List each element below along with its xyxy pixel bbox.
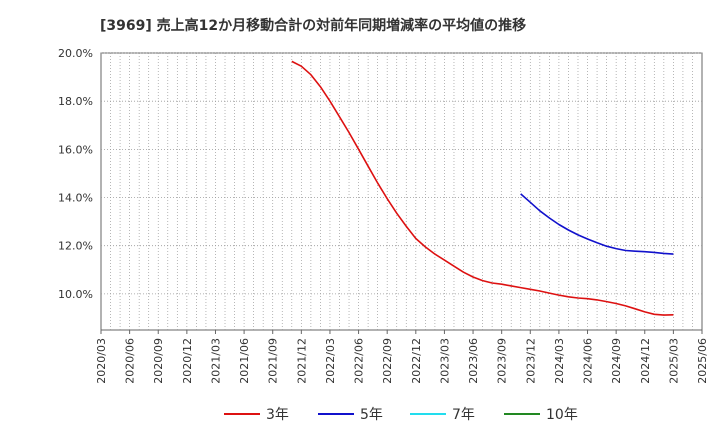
x-tick-label: 2021/12	[295, 338, 308, 384]
x-tick-label: 2020/09	[152, 338, 165, 384]
plot-area	[100, 52, 703, 331]
x-tick-label: 2022/06	[353, 338, 366, 384]
x-tick-label: 2023/09	[496, 338, 509, 384]
series-line-5年	[520, 193, 674, 255]
y-tick-label: 10.0%	[58, 288, 93, 301]
x-tick-label: 2023/03	[438, 338, 451, 384]
chart-title: [3969] 売上高12か月移動合計の対前年同期増減率の平均値の推移	[100, 17, 526, 34]
legend-label: 10年	[546, 407, 578, 423]
x-tick-label: 2023/12	[524, 338, 537, 384]
y-axis-ticks: 20.0% 18.0% 16.0% 14.0% 12.0% 10.0%	[58, 47, 93, 301]
x-tick-label: 2022/12	[410, 338, 423, 384]
grid-lines	[101, 52, 702, 330]
x-tick-label: 2022/03	[324, 338, 337, 384]
x-tick-label: 2020/06	[124, 338, 137, 384]
x-tick-label: 2021/09	[267, 338, 280, 384]
y-tick-label: 20.0%	[58, 47, 93, 60]
x-tick-label: 2024/12	[639, 338, 652, 384]
legend-label: 3年	[266, 407, 289, 423]
x-tick-label: 2025/03	[667, 338, 680, 384]
x-tick-label: 2021/06	[238, 338, 251, 384]
x-tick-label: 2025/06	[696, 338, 709, 384]
x-tick-label: 2024/09	[610, 338, 623, 384]
series-lines	[291, 60, 674, 316]
x-tick-label: 2020/12	[181, 338, 194, 384]
x-tick-label: 2024/06	[582, 338, 595, 384]
x-tick-label: 2020/03	[95, 338, 108, 384]
legend: 3年 5年 7年 10年	[224, 407, 578, 423]
y-tick-label: 14.0%	[58, 192, 93, 205]
x-tick-label: 2024/03	[553, 338, 566, 384]
legend-label: 5年	[360, 407, 383, 423]
legend-label: 7年	[452, 407, 475, 423]
y-tick-label: 18.0%	[58, 95, 93, 108]
x-tick-label: 2023/06	[467, 338, 480, 384]
x-tick-label: 2021/03	[209, 338, 222, 384]
y-tick-label: 12.0%	[58, 240, 93, 253]
y-tick-label: 16.0%	[58, 143, 93, 156]
x-axis-ticks: 2020/03 2020/06 2020/09 2020/12 2021/03 2021/…	[95, 330, 709, 384]
x-tick-label: 2022/09	[381, 338, 394, 384]
series-line-3年	[291, 60, 674, 316]
